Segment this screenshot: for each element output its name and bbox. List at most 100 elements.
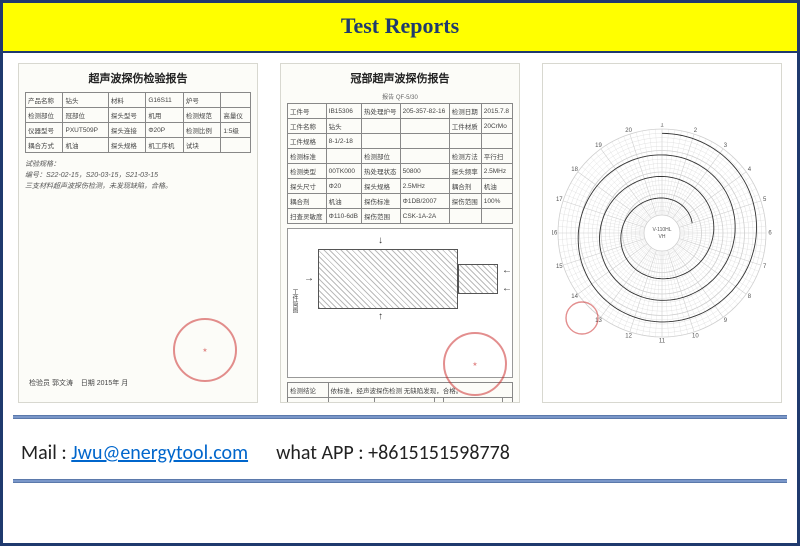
cell: 材料 — [108, 93, 145, 108]
cell — [449, 134, 481, 149]
report-doc-3: 1234567891011121314151617181920V-110HLVH — [542, 63, 782, 403]
cell — [326, 149, 361, 164]
doc1-notes-label: 试验规格： — [25, 159, 251, 170]
cell: 检测日期 — [449, 104, 481, 119]
diagram-stem — [458, 264, 498, 294]
circular-recorder-chart: 1234567891011121314151617181920V-110HLVH — [552, 123, 772, 343]
report-doc-1: 超声波探伤检验报告 产品名称钻头材料G16S11炉号检测部位冠部位探头型号机用检… — [18, 63, 258, 403]
sig-date-label: 日期 — [81, 380, 95, 387]
cell: 扫查灵敏度 — [288, 209, 327, 224]
cell: 检测日期 — [444, 398, 503, 404]
cell: 检测部位 — [26, 108, 63, 123]
cell: 探头规格 — [108, 138, 145, 153]
svg-text:16: 16 — [552, 231, 558, 237]
cell — [434, 398, 444, 404]
cell: 检测类型 — [288, 164, 327, 179]
cell: 探伤范围 — [361, 209, 400, 224]
cell: 仪器型号 — [26, 123, 63, 138]
cell: 1:5级 — [221, 123, 251, 138]
cell: 钻头 — [63, 93, 108, 108]
cell: 检测结论 — [288, 383, 329, 398]
svg-text:7: 7 — [763, 264, 767, 270]
whatsapp-number: +8615151598778 — [368, 441, 510, 465]
cell: 检测方法 — [449, 149, 481, 164]
cell: 热处理炉号 — [361, 104, 400, 119]
svg-text:12: 12 — [625, 333, 632, 339]
cell: 平行扫 — [481, 149, 512, 164]
cell — [503, 398, 513, 404]
doc2-table: 工件号IB15306热处理炉号205-357-82-16检测日期2015.7.8… — [287, 103, 513, 224]
svg-text:9: 9 — [724, 318, 728, 324]
cell: 检测人 — [288, 398, 329, 404]
doc2-subtitle: 报告 QF-5/30 — [287, 92, 513, 101]
sig-value: 郭文涛 — [52, 380, 73, 387]
cell: 机油 — [63, 138, 108, 153]
svg-text:8: 8 — [748, 294, 752, 300]
doc1-title: 超声波探伤检验报告 — [25, 70, 251, 86]
cell: 试块 — [183, 138, 220, 153]
svg-text:VH: VH — [659, 234, 666, 240]
cell: 100% — [481, 194, 512, 209]
cell: 00TK000 — [326, 164, 361, 179]
cell: Φ20 — [326, 179, 361, 194]
page-title: Test Reports — [3, 13, 797, 39]
svg-text:20: 20 — [625, 128, 632, 134]
cell: 耦合剂 — [288, 194, 327, 209]
cell: 耦合剂 — [449, 179, 481, 194]
cell — [400, 119, 449, 134]
arrow-icon: ← — [502, 265, 512, 276]
header-band: Test Reports — [3, 3, 797, 53]
svg-text:19: 19 — [595, 143, 602, 149]
svg-text:15: 15 — [556, 264, 563, 270]
report-doc-2: 冠部超声波探伤报告 报告 QF-5/30 工件号IB15306热处理炉号205-… — [280, 63, 520, 403]
cell — [361, 119, 400, 134]
svg-text:18: 18 — [571, 167, 578, 173]
cell: 检测部位 — [361, 149, 400, 164]
cell: 探头尺寸 — [288, 179, 327, 194]
arrow-icon: ↓ — [378, 235, 383, 246]
cell: 8-1/2-18 — [326, 134, 361, 149]
cell: 检测比例 — [183, 123, 220, 138]
cell: 钻头 — [326, 119, 361, 134]
doc1-notes-line: 三支材料超声波探伤检测，未发现缺陷，合格。 — [25, 181, 251, 192]
cell: 探头频率 — [449, 164, 481, 179]
cell: 高量仪 — [221, 108, 251, 123]
cell: 工件名称 — [288, 119, 327, 134]
cell: 工件号 — [288, 104, 327, 119]
cell: 检测规范 — [183, 108, 220, 123]
cell — [361, 134, 400, 149]
svg-text:11: 11 — [659, 339, 666, 343]
cell: PXUT509P — [63, 123, 108, 138]
cell: 探头规格 — [361, 179, 400, 194]
cell: 探伤标准 — [361, 194, 400, 209]
cell — [221, 138, 251, 153]
red-stamp: ★ — [443, 332, 507, 396]
svg-text:13: 13 — [595, 318, 602, 324]
sig-label: 检验员 — [29, 380, 50, 387]
cell: 工件规格 — [288, 134, 327, 149]
cell: Φ1DB/2007 — [400, 194, 449, 209]
mail-link[interactable]: Jwu@energytool.com — [71, 441, 248, 465]
reports-row: 超声波探伤检验报告 产品名称钻头材料G16S11炉号检测部位冠部位探头型号机用检… — [3, 53, 797, 413]
cell: 耦合方式 — [26, 138, 63, 153]
arrow-icon: → — [304, 273, 314, 284]
cell: 炉号 — [183, 93, 220, 108]
svg-text:2: 2 — [694, 128, 698, 134]
cell: 2.5MHz — [481, 164, 512, 179]
cell: 2.5MHz — [400, 179, 449, 194]
cell: 热处理状态 — [361, 164, 400, 179]
svg-text:14: 14 — [571, 294, 578, 300]
cell: 探头型号 — [108, 108, 145, 123]
cell — [481, 209, 512, 224]
sig-date: 2015年 月 — [97, 380, 129, 387]
cell: 2015.7.8 — [481, 104, 512, 119]
svg-text:3: 3 — [724, 143, 728, 149]
cell: 205-357-82-16 — [400, 104, 449, 119]
doc1-notes-line: 编号：S22-02-15，S20-03-15，S21-03-15 — [25, 170, 251, 181]
cell: 冠部位 — [63, 108, 108, 123]
arrow-icon: ← — [502, 283, 512, 294]
cell — [221, 93, 251, 108]
cell: 机油 — [481, 179, 512, 194]
svg-text:5: 5 — [763, 197, 767, 203]
svg-text:17: 17 — [556, 197, 563, 203]
